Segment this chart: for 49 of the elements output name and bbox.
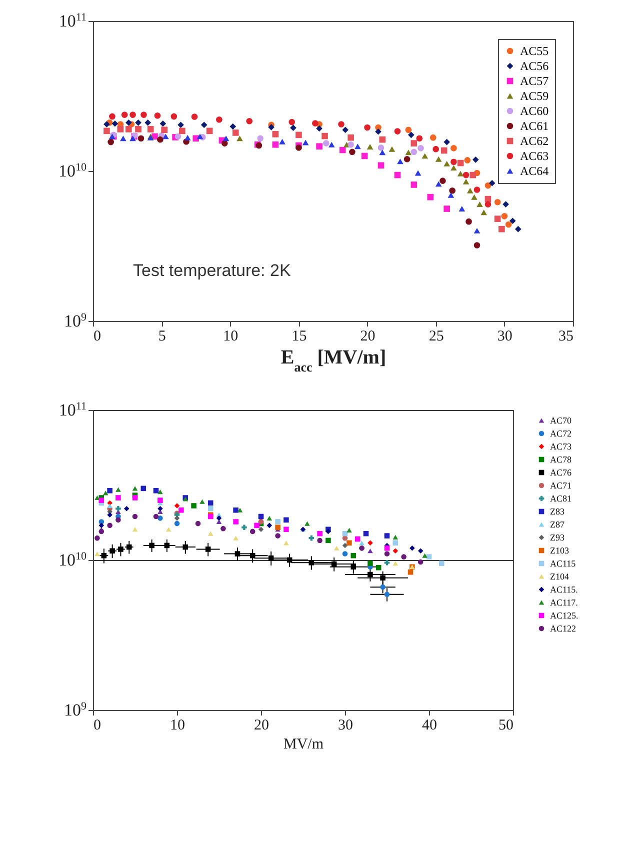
legend-label: AC73: [550, 442, 572, 452]
y-tick-label: 10$^{9}$: [64, 312, 87, 330]
y-tick-label: 10$^{10}$: [58, 162, 87, 180]
legend-label: AC59: [520, 89, 549, 103]
x-tick-label: 40: [422, 718, 437, 734]
x-tick-label: 15: [292, 328, 307, 344]
x-tick-label: 20: [360, 328, 376, 344]
x-tick-label: 30: [497, 328, 512, 344]
legend-label: AC62: [520, 134, 549, 148]
x-axis-title: E$_{acc}$ [MV/m]: [280, 346, 386, 374]
legend-label: Z103: [550, 546, 570, 556]
legend-label: AC125.: [550, 610, 578, 620]
legend-label: AC63: [520, 149, 549, 163]
legend-label: Z93: [550, 532, 565, 542]
annotation: Test temperature: 2K: [133, 261, 292, 280]
x-tick-label: 25: [428, 328, 444, 344]
legend-label: AC60: [520, 104, 549, 118]
x-tick-label: 0: [94, 718, 101, 734]
legend-label: AC70: [550, 416, 572, 426]
y-tick-label: 10$^{11}$: [58, 12, 86, 30]
legend-label: AC61: [520, 119, 549, 133]
x-tick-label: 35: [558, 328, 574, 344]
legend-label: AC57: [520, 74, 549, 88]
x-axis-title: MV/m: [283, 736, 324, 752]
x-tick-label: 10: [170, 718, 185, 734]
legend-label: AC64: [520, 164, 549, 178]
y-tick-label: 10$^{9}$: [64, 700, 87, 720]
legend-label: AC117.: [550, 598, 578, 608]
legend-label: AC122: [550, 624, 576, 634]
legend-label: Z87: [550, 520, 565, 530]
x-tick-label: 0: [94, 328, 101, 344]
legend-label: AC78: [550, 454, 572, 464]
legend-label: AC115: [550, 558, 576, 568]
legend-label: AC56: [520, 59, 549, 73]
legend-label: AC81: [550, 494, 572, 504]
legend-label: AC115.: [550, 584, 578, 594]
x-tick-label: 50: [498, 718, 514, 734]
x-tick-label: 20: [254, 718, 269, 734]
y-tick-label: 10$^{11}$: [58, 400, 86, 420]
x-tick-label: 10: [223, 328, 238, 344]
legend-label: AC71: [550, 480, 572, 490]
legend-label: AC55: [520, 44, 549, 58]
legend-label: Z104: [550, 572, 570, 582]
legend-label: AC72: [550, 428, 572, 438]
y-tick-label: 10$^{10}$: [58, 550, 87, 570]
legend-label: Z83: [550, 506, 565, 516]
x-tick-label: 30: [338, 718, 353, 734]
x-tick-label: 5: [158, 328, 166, 344]
legend-label: AC76: [550, 468, 572, 478]
